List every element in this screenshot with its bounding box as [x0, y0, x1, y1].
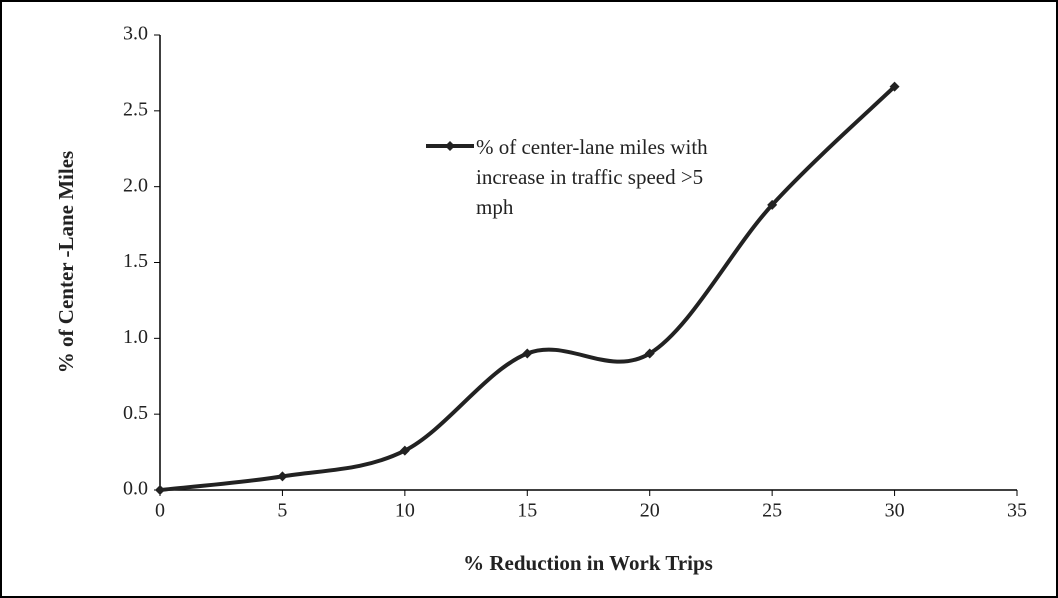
y-tick-label: 1.5: [123, 250, 148, 272]
point-marker: [644, 348, 655, 359]
x-axis-title: % Reduction in Work Trips: [463, 551, 713, 575]
x-tick-label: 0: [155, 500, 165, 522]
point-marker: [155, 485, 165, 495]
x-tick-label: 35: [1007, 500, 1027, 522]
y-tick-label: 0.5: [123, 402, 148, 424]
x-tick-label: 30: [885, 500, 905, 522]
y-tick-label: 0.0: [123, 478, 148, 500]
y-tick-label: 3.0: [123, 23, 148, 45]
point-marker: [889, 81, 900, 92]
y-axis-title: % of Center -Lane Miles: [54, 151, 78, 373]
y-tick-label: 2.0: [123, 174, 148, 196]
y-tick-label: 2.5: [123, 98, 148, 120]
x-tick-label: 5: [277, 500, 287, 522]
y-tick-label: 1.0: [123, 326, 148, 348]
x-tick-label: 15: [517, 500, 537, 522]
point-marker: [522, 348, 533, 359]
x-tick-label: 10: [395, 500, 415, 522]
point-marker: [277, 471, 288, 482]
legend-marker: [445, 141, 455, 151]
point-marker: [767, 199, 778, 210]
x-tick-label: 20: [640, 500, 660, 522]
point-marker: [399, 445, 410, 456]
x-tick-label: 25: [762, 500, 782, 522]
legend-label: % of center-lane miles with increase in …: [476, 135, 708, 219]
